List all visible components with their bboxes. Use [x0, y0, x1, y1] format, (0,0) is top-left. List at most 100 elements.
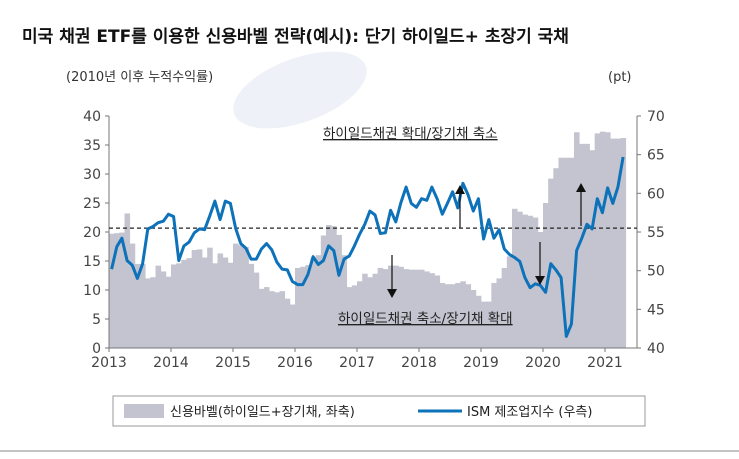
bar [346, 287, 353, 348]
bar [155, 265, 162, 348]
bar [362, 273, 368, 348]
left-tick-label: 25 [83, 196, 101, 212]
bar [615, 138, 621, 348]
bar [579, 143, 585, 348]
bar [336, 234, 342, 348]
bar [165, 276, 172, 348]
bar [341, 255, 348, 348]
bar [269, 291, 275, 348]
x-tick-label: 2019 [463, 355, 499, 371]
bar [563, 157, 570, 348]
legend-bar-label: 신용바벨(하이일드+장기채, 좌축) [170, 405, 355, 420]
right-tick-label: 55 [647, 225, 665, 241]
bar [491, 283, 497, 348]
bar [212, 263, 218, 348]
bar [150, 277, 156, 348]
arrow-up-icon [576, 183, 586, 192]
x-tick-label: 2017 [339, 355, 375, 371]
bar [300, 266, 306, 348]
bar [450, 284, 456, 348]
bar [181, 259, 187, 348]
bar [403, 269, 410, 348]
arrow-down-icon [387, 289, 397, 298]
bar [284, 298, 291, 348]
bar [367, 277, 373, 348]
bar [372, 273, 379, 348]
x-tick-label: 2016 [277, 355, 313, 371]
left-axis-label: (2010년 이후 누적수익률) [66, 70, 213, 85]
bar [599, 131, 606, 348]
bar [424, 271, 430, 348]
bar [496, 278, 503, 348]
bar [310, 258, 317, 348]
bar [377, 267, 384, 348]
bar [238, 245, 244, 348]
bar [393, 265, 399, 348]
bar [134, 263, 141, 348]
right-tick-label: 70 [647, 109, 665, 125]
bar [610, 138, 616, 348]
bar [279, 291, 286, 348]
bar [222, 257, 229, 348]
bar [475, 295, 482, 348]
bar [171, 264, 177, 348]
bar [584, 143, 590, 348]
bar [620, 138, 627, 348]
left-tick-label: 10 [83, 283, 101, 299]
bar [289, 304, 296, 348]
left-tick-label: 30 [83, 167, 101, 183]
right-tick-label: 60 [647, 186, 665, 202]
annotation-arrows [387, 183, 586, 298]
bar [305, 265, 311, 348]
left-tick-label: 20 [83, 225, 101, 241]
bar [114, 233, 120, 348]
bar [248, 263, 255, 348]
bar [351, 285, 358, 348]
bar [512, 208, 518, 348]
left-tick-label: 40 [83, 109, 101, 125]
bar [444, 284, 451, 348]
bar [455, 283, 461, 348]
right-tick-label: 45 [647, 302, 665, 318]
bar [527, 215, 534, 348]
bar [522, 214, 528, 348]
bar [233, 243, 239, 348]
bar [191, 249, 198, 348]
watermark-logo [233, 51, 367, 129]
bar [295, 267, 301, 348]
bar [537, 232, 544, 348]
arrow-up-icon [455, 185, 465, 194]
bar [326, 225, 332, 348]
bar [196, 249, 203, 348]
right-axis-label: (pt) [608, 70, 632, 85]
bar [574, 132, 580, 348]
bar [357, 281, 363, 348]
bar [517, 211, 523, 348]
bar [227, 262, 234, 348]
bar [264, 287, 270, 348]
ism-line [110, 156, 625, 338]
left-tick-label: 5 [92, 312, 101, 328]
bar [486, 301, 492, 348]
bar [481, 301, 487, 348]
legend-bar-swatch [124, 404, 164, 418]
bar [543, 203, 549, 348]
bar [460, 281, 466, 348]
bar [594, 133, 601, 348]
bar [388, 265, 394, 348]
bar [558, 157, 565, 348]
left-tick-label: 0 [92, 341, 101, 357]
x-tick-label: 2013 [91, 355, 127, 371]
right-tick-label: 50 [647, 264, 665, 280]
bar [140, 263, 146, 348]
bar [160, 271, 167, 348]
bar [470, 290, 477, 348]
right-tick-label: 65 [647, 148, 665, 164]
arrow-down-icon [535, 276, 545, 285]
bar [243, 247, 249, 348]
bar [331, 226, 337, 348]
bar [207, 247, 213, 348]
bar [274, 292, 280, 348]
